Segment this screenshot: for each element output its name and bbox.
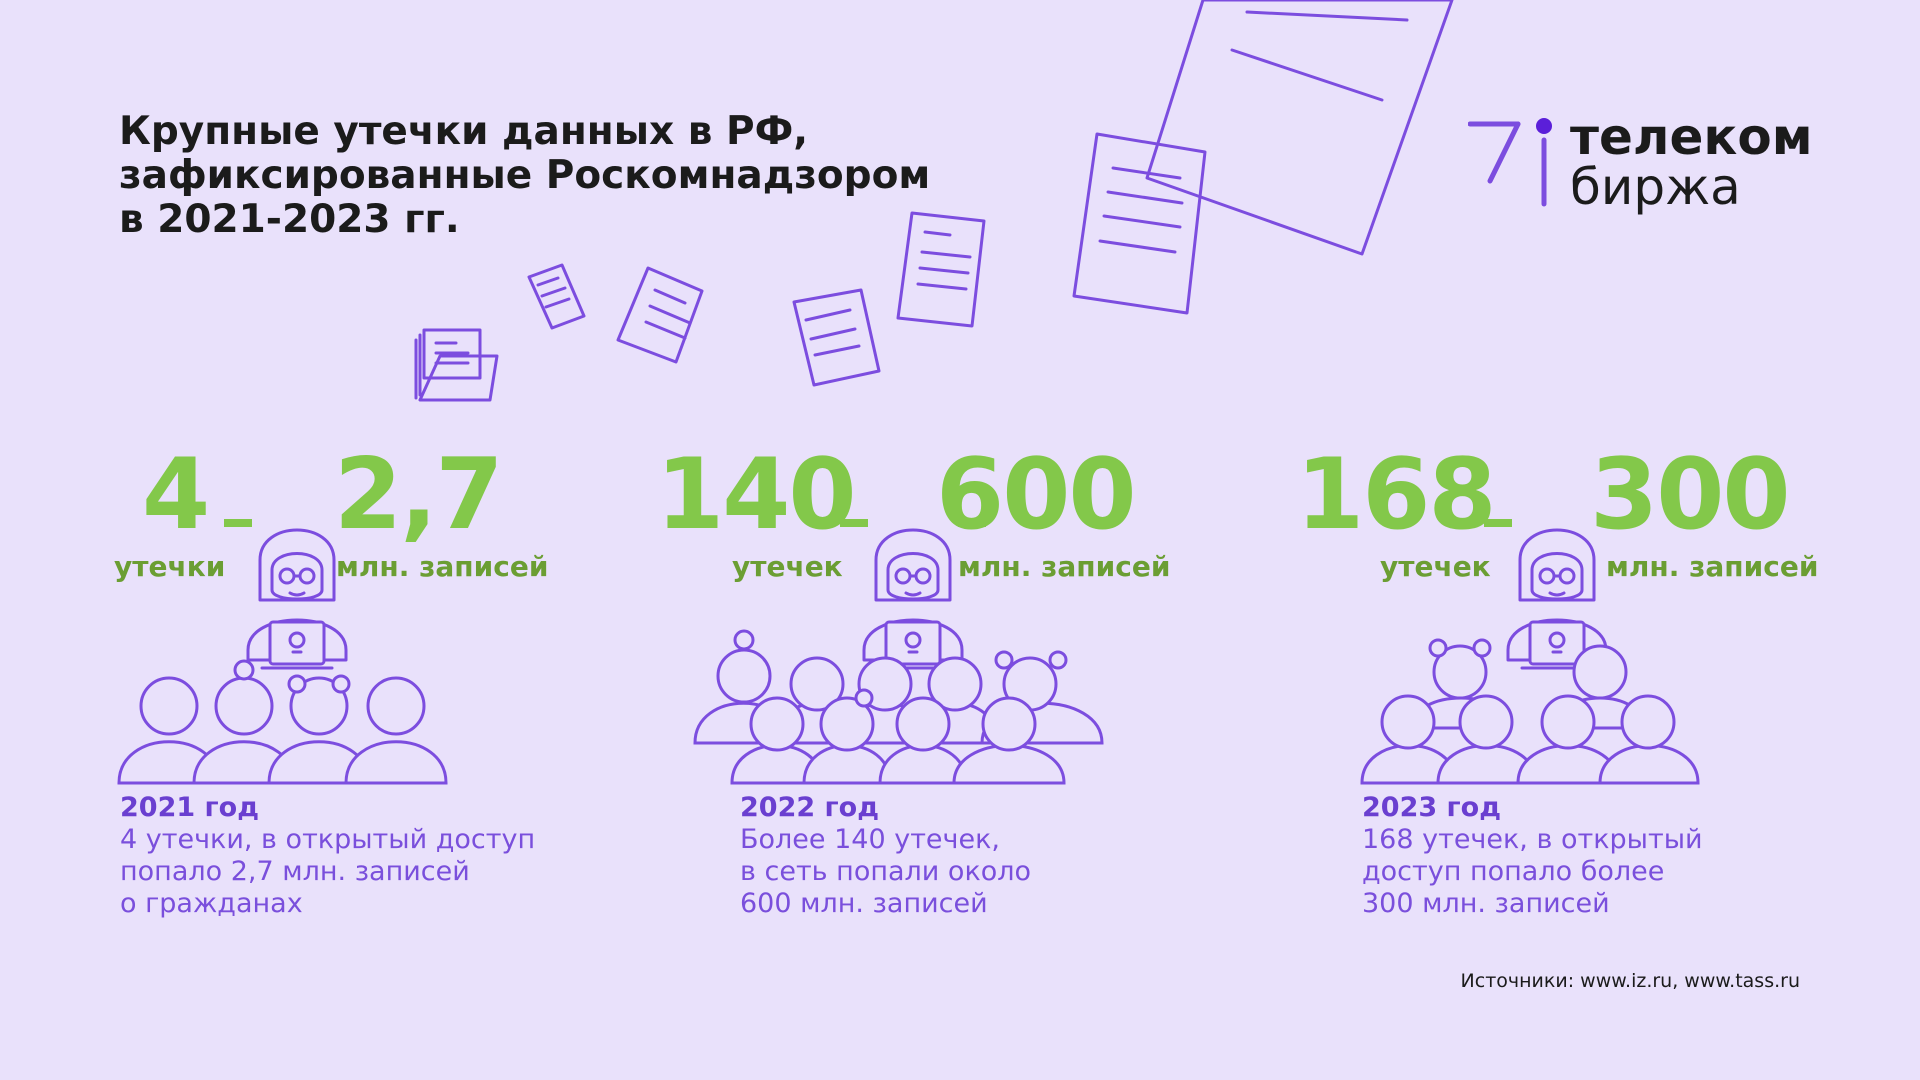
stat-column-2021: 4 2,7 утечки млн. записей 2021 год 4 уте… <box>114 440 674 960</box>
document-icon <box>527 263 586 330</box>
desc-line: в сеть попали около <box>740 856 1032 887</box>
leaks-unit: утечек <box>1380 550 1491 583</box>
people-crowd-icon <box>1360 638 1700 785</box>
big-document-icon <box>1145 0 1454 256</box>
year-label: 2022 год <box>740 792 880 823</box>
desc-line: 4 утечки, в открытый доступ <box>120 824 536 855</box>
hacker-icon <box>1484 519 1630 670</box>
title-line-2: зафиксированные Роскомнадзором <box>119 153 931 198</box>
records-unit: млн. записей <box>958 550 1171 583</box>
year-label: 2023 год <box>1362 792 1502 823</box>
people-crowd-icon <box>693 629 1104 785</box>
hacker-icon <box>840 519 986 670</box>
desc-line: Более 140 утечек, <box>740 824 1000 855</box>
logo-line-2: биржа <box>1570 158 1741 216</box>
leaks-count: 140 <box>656 438 857 552</box>
desc-line: доступ попало более <box>1362 856 1665 887</box>
leaks-unit: утечки <box>114 550 226 583</box>
stat-column-2023: 168 300 утечек млн. записей 2023 год <box>1296 438 1860 960</box>
people-crowd-icon <box>117 659 448 785</box>
desc-line: 600 млн. записей <box>740 888 988 919</box>
logo-wordmark: телеком биржа <box>1570 112 1813 212</box>
desc-line: о гражданах <box>120 888 303 919</box>
stat-column-2022: 140 600 утечек млн. записей <box>656 438 1256 960</box>
records-unit: млн. записей <box>336 550 549 583</box>
desc-line: 300 млн. записей <box>1362 888 1610 919</box>
folder-icon <box>414 328 499 402</box>
records-count: 300 <box>1590 438 1791 552</box>
records-unit: млн. записей <box>1606 550 1819 583</box>
desc-line: попало 2,7 млн. записей <box>120 856 470 887</box>
year-label: 2021 год <box>120 792 260 823</box>
page-title: Крупные утечки данных в РФ, зафиксирован… <box>119 110 930 242</box>
logo-mark-icon <box>1468 118 1552 207</box>
desc-line: 168 утечек, в открытый <box>1362 824 1703 855</box>
document-icon <box>1072 132 1207 315</box>
telecom-birzha-logo: телеком биржа <box>1468 112 1813 212</box>
leaks-count: 168 <box>1296 438 1497 552</box>
document-icon <box>616 266 704 364</box>
title-line-3: в 2021-2023 гг. <box>119 197 460 242</box>
year-description: Более 140 утечек, в сеть попали около 60… <box>740 824 1031 920</box>
year-description: 168 утечек, в открытый доступ попало бол… <box>1362 824 1703 920</box>
leaks-unit: утечек <box>732 550 843 583</box>
year-description: 4 утечки, в открытый доступ попало 2,7 м… <box>120 824 535 920</box>
document-icon <box>792 288 881 387</box>
title-line-1: Крупные утечки данных в РФ, <box>119 109 809 154</box>
document-icon <box>896 211 986 328</box>
records-count: 600 <box>936 438 1137 552</box>
sources-note: Источники: www.iz.ru, www.tass.ru <box>1460 970 1800 992</box>
logo-line-1: телеком <box>1570 108 1813 166</box>
hacker-icon <box>224 519 370 670</box>
leaks-count: 4 <box>142 438 210 552</box>
records-count: 2,7 <box>334 438 504 552</box>
